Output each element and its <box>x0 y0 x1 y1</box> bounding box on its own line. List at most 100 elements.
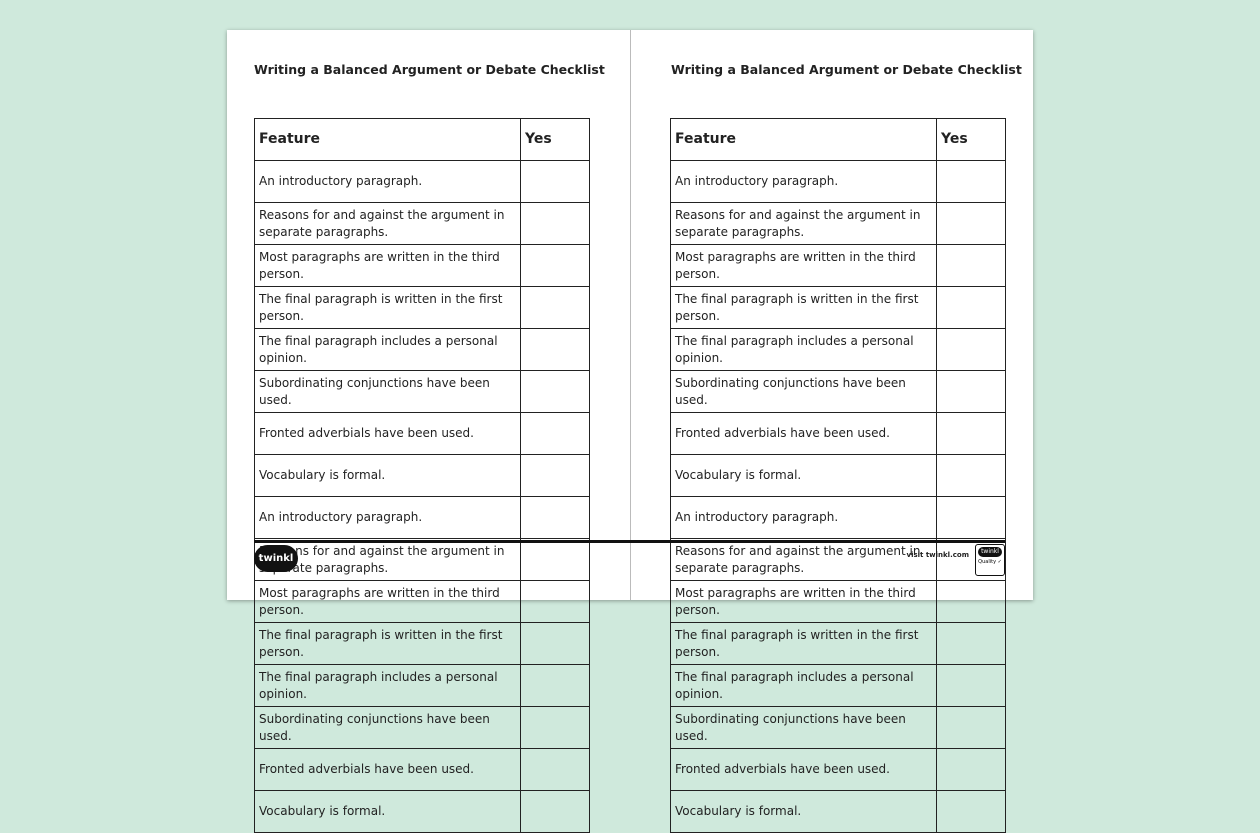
yes-checkbox-cell[interactable] <box>520 370 590 413</box>
table-row: An introductory paragraph. <box>670 496 1006 539</box>
yes-checkbox-cell[interactable] <box>520 244 590 287</box>
feature-cell: Reasons for and against the argument in … <box>670 538 937 581</box>
yes-checkbox-cell[interactable] <box>520 664 590 707</box>
feature-cell: The final paragraph includes a personal … <box>670 664 937 707</box>
table-row: Reasons for and against the argument in … <box>254 538 590 581</box>
yes-checkbox-cell[interactable] <box>936 412 1006 455</box>
table-row: Vocabulary is formal. <box>254 454 590 497</box>
feature-cell: The final paragraph is written in the fi… <box>670 622 937 665</box>
table-row: The final paragraph is written in the fi… <box>670 286 1006 329</box>
table-row: Vocabulary is formal. <box>670 790 1006 833</box>
yes-checkbox-cell[interactable] <box>936 538 1006 581</box>
table-row: Most paragraphs are written in the third… <box>254 580 590 623</box>
feature-cell: Vocabulary is formal. <box>670 790 937 833</box>
table-row: The final paragraph includes a personal … <box>254 664 590 707</box>
yes-checkbox-cell[interactable] <box>936 454 1006 497</box>
feature-cell: Most paragraphs are written in the third… <box>670 580 937 623</box>
feature-cell: Most paragraphs are written in the third… <box>254 244 521 287</box>
table-row: Reasons for and against the argument in … <box>670 538 1006 581</box>
table-row: The final paragraph includes a personal … <box>670 328 1006 371</box>
table-row: Most paragraphs are written in the third… <box>254 244 590 287</box>
feature-cell: The final paragraph is written in the fi… <box>254 622 521 665</box>
table-row: An introductory paragraph. <box>254 496 590 539</box>
feature-cell: Fronted adverbials have been used. <box>254 748 521 791</box>
table-row: Most paragraphs are written in the third… <box>670 244 1006 287</box>
yes-checkbox-cell[interactable] <box>520 454 590 497</box>
feature-cell: An introductory paragraph. <box>254 160 521 203</box>
feature-cell: Reasons for and against the argument in … <box>254 538 521 581</box>
feature-cell: An introductory paragraph. <box>254 496 521 539</box>
table-row: The final paragraph is written in the fi… <box>254 286 590 329</box>
table-row: The final paragraph includes a personal … <box>254 328 590 371</box>
page-title: Writing a Balanced Argument or Debate Ch… <box>671 62 1022 77</box>
yes-checkbox-cell[interactable] <box>936 706 1006 749</box>
feature-cell: Fronted adverbials have been used. <box>670 412 937 455</box>
table-row: Vocabulary is formal. <box>254 790 590 833</box>
yes-checkbox-cell[interactable] <box>520 748 590 791</box>
yes-checkbox-cell[interactable] <box>520 622 590 665</box>
feature-cell: Fronted adverbials have been used. <box>254 412 521 455</box>
yes-checkbox-cell[interactable] <box>936 664 1006 707</box>
yes-checkbox-cell[interactable] <box>520 160 590 203</box>
footer-rule <box>254 540 1005 543</box>
table-row: An introductory paragraph. <box>254 160 590 203</box>
table-row: Reasons for and against the argument in … <box>254 202 590 245</box>
feature-cell: Vocabulary is formal. <box>254 454 521 497</box>
feature-cell: The final paragraph is written in the fi… <box>670 286 937 329</box>
feature-cell: Vocabulary is formal. <box>254 790 521 833</box>
checklist-table: Feature Yes An introductory paragraph. Rea… <box>254 118 590 833</box>
feature-cell: The final paragraph includes a personal … <box>670 328 937 371</box>
feature-cell: Fronted adverbials have been used. <box>670 748 937 791</box>
yes-checkbox-cell[interactable] <box>520 538 590 581</box>
table-row: Fronted adverbials have been used. <box>254 748 590 791</box>
yes-checkbox-cell[interactable] <box>520 706 590 749</box>
quality-badge: twinkl Quality ✓ <box>975 544 1005 576</box>
feature-cell: Reasons for and against the argument in … <box>670 202 937 245</box>
feature-cell: Most paragraphs are written in the third… <box>670 244 937 287</box>
yes-checkbox-cell[interactable] <box>936 370 1006 413</box>
table-row: Fronted adverbials have been used. <box>670 748 1006 791</box>
feature-cell: The final paragraph includes a personal … <box>254 328 521 371</box>
yes-checkbox-cell[interactable] <box>936 328 1006 371</box>
yes-checkbox-cell[interactable] <box>520 286 590 329</box>
yes-checkbox-cell[interactable] <box>520 580 590 623</box>
yes-checkbox-cell[interactable] <box>520 202 590 245</box>
table-header: Feature Yes <box>254 118 590 161</box>
yes-checkbox-cell[interactable] <box>936 202 1006 245</box>
yes-checkbox-cell[interactable] <box>936 160 1006 203</box>
page-title: Writing a Balanced Argument or Debate Ch… <box>254 62 605 77</box>
feature-cell: Subordinating conjunctions have been use… <box>670 706 937 749</box>
yes-checkbox-cell[interactable] <box>520 496 590 539</box>
yes-checkbox-cell[interactable] <box>936 622 1006 665</box>
feature-header: Feature <box>254 118 521 161</box>
table-row: Subordinating conjunctions have been use… <box>254 706 590 749</box>
table-row: Fronted adverbials have been used. <box>670 412 1006 455</box>
right-page: Writing a Balanced Argument or Debate Ch… <box>630 30 1033 833</box>
checklist-sheet: Writing a Balanced Argument or Debate Ch… <box>227 30 1033 833</box>
yes-checkbox-cell[interactable] <box>936 244 1006 287</box>
feature-cell: An introductory paragraph. <box>670 160 937 203</box>
yes-checkbox-cell[interactable] <box>936 580 1006 623</box>
table-row: Vocabulary is formal. <box>670 454 1006 497</box>
feature-cell: The final paragraph includes a personal … <box>254 664 521 707</box>
feature-header: Feature <box>670 118 937 161</box>
left-page: Writing a Balanced Argument or Debate Ch… <box>227 30 630 833</box>
feature-cell: An introductory paragraph. <box>670 496 937 539</box>
yes-checkbox-cell[interactable] <box>520 328 590 371</box>
table-row: Fronted adverbials have been used. <box>254 412 590 455</box>
yes-checkbox-cell[interactable] <box>936 748 1006 791</box>
yes-checkbox-cell[interactable] <box>936 286 1006 329</box>
yes-header: Yes <box>520 118 590 161</box>
yes-checkbox-cell[interactable] <box>520 790 590 833</box>
table-row: Subordinating conjunctions have been use… <box>670 706 1006 749</box>
yes-checkbox-cell[interactable] <box>520 412 590 455</box>
yes-checkbox-cell[interactable] <box>936 496 1006 539</box>
fold-line <box>630 30 631 600</box>
feature-cell: The final paragraph is written in the fi… <box>254 286 521 329</box>
feature-cell: Most paragraphs are written in the third… <box>254 580 521 623</box>
visit-link[interactable]: visit twinkl.com <box>906 551 969 559</box>
table-row: The final paragraph is written in the fi… <box>254 622 590 665</box>
table-row: Most paragraphs are written in the third… <box>670 580 1006 623</box>
yes-checkbox-cell[interactable] <box>936 790 1006 833</box>
table-row: Subordinating conjunctions have been use… <box>254 370 590 413</box>
